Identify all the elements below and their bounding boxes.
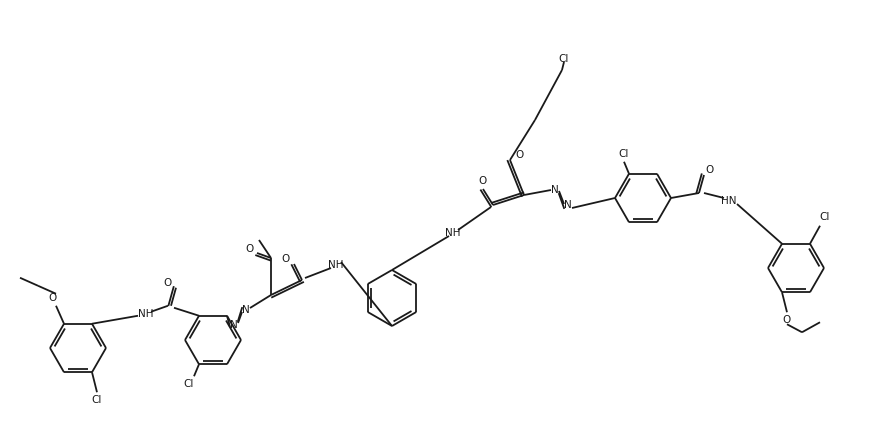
Text: O: O	[282, 254, 290, 264]
Text: N: N	[230, 320, 238, 330]
Text: NH: NH	[445, 228, 460, 238]
Text: Cl: Cl	[618, 149, 629, 159]
Text: N: N	[564, 200, 572, 210]
Text: O: O	[246, 244, 254, 254]
Text: O: O	[782, 315, 790, 325]
Text: O: O	[479, 176, 486, 186]
Text: HN: HN	[721, 196, 736, 206]
Text: Cl: Cl	[819, 212, 829, 222]
Text: Cl: Cl	[558, 54, 569, 64]
Text: Cl: Cl	[184, 379, 194, 389]
Text: O: O	[705, 165, 713, 175]
Text: O: O	[515, 150, 523, 160]
Text: O: O	[49, 293, 57, 303]
Text: O: O	[163, 278, 172, 288]
Text: N: N	[551, 185, 558, 195]
Text: Cl: Cl	[91, 395, 102, 405]
Text: NH: NH	[327, 260, 343, 270]
Text: NH: NH	[138, 309, 154, 319]
Text: N: N	[241, 305, 249, 315]
